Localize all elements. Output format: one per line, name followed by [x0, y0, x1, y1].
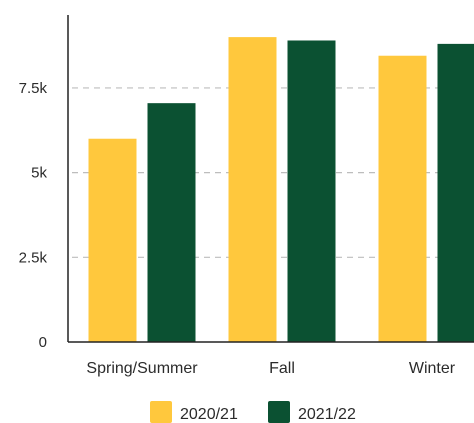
y-tick-label: 0	[39, 334, 47, 351]
axis-layer: 0 2.5k 5k 7.5k Spring/Summer Fall Winter	[19, 15, 474, 377]
bar-series-1	[88, 138, 137, 342]
bar-series-1	[228, 37, 277, 342]
legend: 2020/21 2021/22	[150, 401, 356, 423]
bar-series-2	[287, 40, 336, 342]
legend-swatch	[150, 401, 172, 423]
y-tick-label: 2.5k	[19, 249, 48, 266]
legend-label: 2020/21	[180, 406, 238, 423]
x-category-label: Winter	[409, 360, 456, 377]
bar-series-2	[147, 103, 196, 342]
x-category-label: Fall	[269, 360, 295, 377]
y-tick-label: 5k	[31, 165, 47, 182]
y-tick-label: 7.5k	[19, 80, 48, 97]
x-category-label: Spring/Summer	[86, 360, 198, 377]
bar-series-2	[437, 43, 474, 342]
legend-label: 2021/22	[298, 406, 356, 423]
bar-series-1	[378, 55, 427, 343]
bars-layer	[88, 37, 474, 343]
legend-swatch	[268, 401, 290, 423]
